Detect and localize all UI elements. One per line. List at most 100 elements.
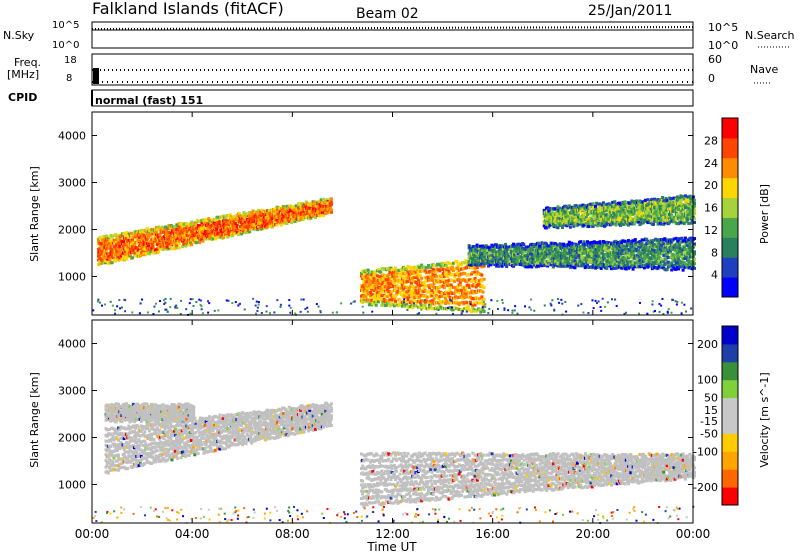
range-gate-cell: [545, 226, 549, 230]
range-gate-cell: [644, 212, 648, 216]
range-gate-cell: [475, 254, 479, 258]
range-gate-cell: [608, 215, 612, 219]
range-gate-cell: [392, 268, 396, 272]
range-gate-cell: [116, 250, 120, 254]
range-gate-cell: [652, 245, 656, 249]
range-gate-cell: [469, 291, 473, 295]
range-gate-cell: [387, 286, 391, 290]
range-gate-cell: [693, 252, 696, 256]
range-gate-cell: [131, 238, 135, 242]
range-gate-cell: [466, 306, 470, 310]
range-gate-cell: [638, 199, 642, 203]
range-gate-cell: [612, 254, 616, 258]
range-gate-cell: [256, 228, 260, 232]
range-gate-cell: [659, 222, 663, 226]
range-gate-cell: [103, 249, 107, 253]
range-gate-cell: [450, 266, 454, 270]
range-gate-cell: [576, 252, 580, 256]
range-gate-cell: [409, 281, 413, 285]
range-gate-cell: [394, 301, 398, 305]
range-gate-cell: [412, 288, 416, 292]
range-gate-cell: [473, 270, 477, 274]
range-gate-cell: [131, 256, 135, 260]
range-gate-cell: [683, 256, 687, 260]
range-gate-cell: [469, 247, 473, 251]
range-gate-cell: [599, 214, 603, 218]
range-gate-cell: [401, 302, 405, 306]
range-gate-cell: [152, 240, 156, 244]
range-gate-cell: [423, 284, 427, 288]
range-gate-cell: [469, 263, 473, 267]
range-gate-cell: [411, 291, 415, 295]
range-gate-cell: [625, 211, 629, 215]
range-gate-cell: [554, 254, 558, 258]
range-gate-cell: [605, 202, 609, 206]
range-gate-cell: [600, 259, 604, 263]
range-gate-cell: [595, 207, 599, 211]
range-gate-cell: [242, 211, 246, 215]
range-gate-cell: [158, 232, 162, 236]
range-gate-cell: [110, 235, 114, 239]
range-gate-cell: [424, 298, 428, 302]
range-gate-cell: [429, 304, 433, 308]
range-gate-cell: [421, 306, 425, 310]
range-gate-cell: [661, 251, 665, 255]
range-gate-cell: [479, 244, 483, 248]
range-gate-cell: [560, 226, 564, 230]
range-gate-cell: [186, 233, 190, 237]
range-gate-cell: [524, 247, 528, 251]
noise-left-tick-bottom: 10^0: [52, 40, 79, 51]
range-gate-cell: [576, 215, 580, 219]
range-gate-cell: [666, 250, 670, 254]
range-gate-cell: [658, 207, 662, 211]
range-gate-cell: [459, 294, 463, 298]
range-gate-cell: [472, 279, 476, 283]
range-gate-cell: [257, 218, 261, 222]
range-gate-cell: [394, 279, 398, 283]
range-gate-cell: [176, 230, 180, 234]
range-gate-cell: [525, 250, 529, 254]
range-gate-cell: [666, 256, 670, 260]
range-gate-cell: [547, 225, 551, 229]
range-gate-cell: [599, 213, 603, 217]
range-gate-cell: [240, 226, 244, 230]
range-gate-cell: [664, 244, 668, 248]
range-gate-cell: [228, 213, 232, 217]
range-gate-cell: [659, 257, 663, 261]
frequency-panel: Freq. [MHz] 18 8 60 0 Nave: [7, 53, 778, 86]
range-gate-cell: [546, 206, 550, 210]
range-gate-cell: [497, 264, 501, 268]
range-gate-cell: [431, 278, 435, 282]
range-gate-cell: [284, 206, 288, 210]
range-gate-cell: [579, 259, 583, 263]
range-gate-cell: [426, 264, 430, 268]
range-gate-cell: [290, 221, 294, 225]
range-gate-cell: [320, 211, 324, 215]
range-gate-cell: [153, 228, 157, 232]
range-gate-cell: [190, 228, 194, 232]
range-gate-cell: [224, 215, 228, 219]
range-gate-cell: [556, 226, 560, 230]
range-gate-cell: [449, 267, 453, 271]
range-gate-cell: [209, 231, 213, 235]
range-gate-cell: [659, 243, 663, 247]
range-gate-cell: [622, 244, 626, 248]
cpid-program: normal (fast) 151: [95, 94, 203, 107]
range-gate-cell: [183, 241, 187, 245]
range-gate-cell: [261, 212, 265, 216]
range-gate-cell: [472, 263, 476, 267]
range-gate-cell: [423, 280, 427, 284]
range-gate-cell: [653, 254, 657, 258]
range-gate-cell: [653, 211, 657, 215]
range-gate-cell: [409, 289, 413, 293]
range-gate-cell: [98, 252, 102, 256]
freq-label-line1: Freq.: [14, 56, 41, 69]
range-gate-cell: [597, 253, 601, 257]
range-gate-cell: [202, 232, 206, 236]
range-gate-cell: [298, 202, 302, 206]
range-gate-cell: [612, 211, 616, 215]
range-gate-cell: [677, 239, 681, 243]
range-gate-cell: [523, 256, 527, 260]
range-gate-cell: [408, 279, 412, 283]
range-gate-cell: [419, 274, 423, 278]
